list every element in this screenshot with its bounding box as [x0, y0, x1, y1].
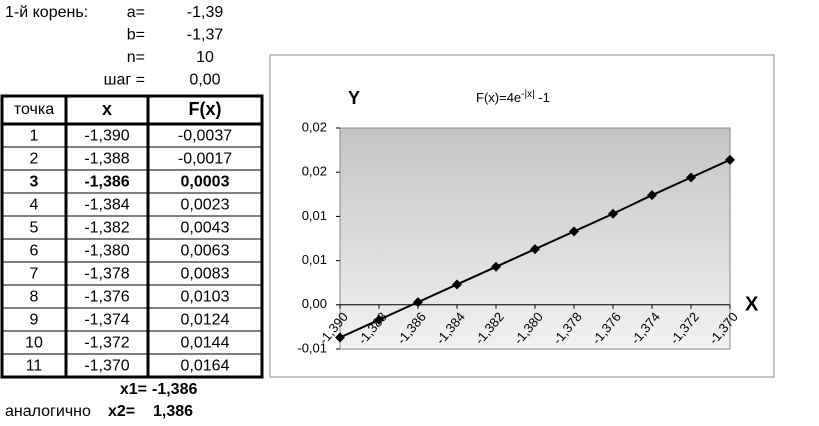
y-tick-label: 0,02: [302, 119, 327, 134]
x-label: X: [745, 293, 759, 315]
table-cell: -0,0017: [178, 151, 232, 168]
table-cell: 10: [25, 335, 43, 352]
table-cell: 0,0043: [181, 220, 230, 237]
param-label: n=: [127, 49, 145, 66]
x1-label: x1=: [120, 381, 147, 398]
table-cell: 5: [30, 220, 39, 237]
table-cell: 4: [30, 197, 39, 214]
table-cell: 11: [26, 358, 43, 375]
point: [608, 208, 618, 219]
table-cell: 7: [30, 266, 39, 283]
table-cell: 0,0023: [181, 197, 230, 214]
table-cell: 0,0083: [181, 266, 230, 283]
table-cell: -1,378: [84, 266, 129, 283]
table-cell: 0,0063: [181, 243, 230, 260]
y-tick-label: 0,00: [302, 296, 327, 311]
table-cell: 0,0164: [181, 358, 230, 375]
title-tail: -1: [535, 90, 550, 105]
param-label: шаг =: [104, 72, 145, 89]
table-cell: 3: [30, 174, 39, 191]
header-cell: точка: [14, 101, 54, 118]
table-cell: -1,372: [84, 335, 129, 352]
table-cell: 9: [30, 312, 39, 329]
param-value: 0,00: [189, 72, 220, 89]
x2-value: 1,386: [153, 403, 193, 420]
table-cell: -1,376: [84, 289, 129, 306]
title-main: F(x)=4e: [476, 90, 521, 105]
table-cell: 0,0003: [181, 174, 230, 191]
point: [452, 279, 462, 290]
point: [374, 314, 384, 325]
table-cell: 0,0124: [181, 312, 230, 329]
point: [647, 190, 657, 201]
x1-value: -1,386: [152, 381, 197, 398]
point: [491, 261, 501, 272]
param-label: a=: [127, 4, 145, 21]
point: [686, 172, 696, 183]
table-cell: 2: [30, 151, 39, 168]
params-title: 1-й корень:: [5, 4, 88, 21]
plot-area: [339, 127, 731, 350]
title-sup: -|x|: [521, 89, 535, 100]
table-cell: -1,374: [84, 312, 129, 329]
table-cell: -1,388: [84, 151, 129, 168]
table-cell: 8: [30, 289, 39, 306]
point: [335, 332, 345, 343]
chart-title: F(x)=4e-|x| -1: [476, 89, 550, 106]
point: [569, 226, 579, 237]
x2-prefix: аналогично: [5, 403, 91, 420]
y-tick-label: 0,01: [302, 252, 327, 267]
point: [725, 154, 735, 165]
table-cell: -1,370: [84, 358, 129, 375]
table-cell: 6: [30, 243, 39, 260]
x2-label: x2=: [108, 403, 135, 420]
table-cell: -1,386: [84, 174, 129, 191]
header-cell: F(x): [189, 99, 222, 119]
point: [530, 244, 540, 255]
table-cell: 0,0144: [181, 335, 230, 352]
table-cell: -1,380: [84, 243, 129, 260]
table-cell: -0,0037: [178, 128, 232, 145]
table-cell: 0,0103: [181, 289, 230, 306]
table-cell: 1: [30, 128, 39, 145]
y-tick-label: 0,02: [302, 164, 327, 179]
table-cell: -1,384: [84, 197, 129, 214]
table-frame: [0, 94, 264, 379]
point: [413, 297, 423, 308]
param-value: -1,37: [187, 27, 224, 44]
table-cell: -1,390: [84, 128, 129, 145]
header-cell: x: [102, 99, 112, 119]
y-tick-label: 0,01: [302, 208, 327, 223]
param-value: 10: [196, 49, 214, 66]
y-label: Y: [348, 88, 360, 108]
y-tick-label: -0,01: [297, 340, 327, 355]
param-label: b=: [127, 27, 145, 44]
param-value: -1,39: [187, 4, 224, 21]
table-cell: -1,382: [84, 220, 129, 237]
